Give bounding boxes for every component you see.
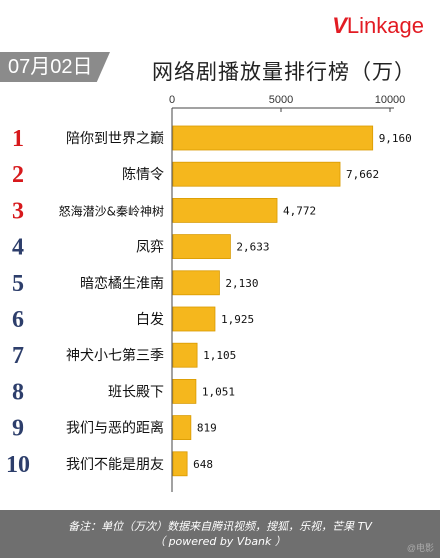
ranking-bar-chart: 0 5000 10000 1 陪你到世界之巅 9,160 2 陈情令 7,662 3 怒海潜沙&秦岭… — [6, 94, 412, 492]
bar — [172, 270, 220, 296]
rank-number: 7 — [12, 343, 24, 369]
bar — [172, 234, 231, 260]
bar — [172, 161, 341, 187]
category-label: 白发 — [136, 312, 164, 328]
rank-number: 10 — [6, 452, 30, 478]
watermark: @电影 — [406, 543, 434, 553]
value-label: 1,051 — [202, 385, 235, 398]
value-label: 2,130 — [225, 277, 258, 290]
logo-v: V — [332, 13, 347, 38]
footer-line-1: 备注：单位（万次）数据来自腾讯视频，搜狐，乐视，芒果 TV — [68, 520, 372, 533]
bar — [172, 198, 278, 223]
date-badge: 07月02日 — [0, 52, 110, 82]
bar — [172, 415, 192, 441]
rank-number: 4 — [12, 235, 24, 261]
value-label: 4,772 — [283, 204, 316, 217]
bar — [172, 451, 188, 477]
footer-note: 备注：单位（万次）数据来自腾讯视频，搜狐，乐视，芒果 TV （ powered … — [0, 510, 440, 558]
value-label: 7,662 — [346, 168, 379, 181]
value-label: 2,633 — [236, 241, 269, 254]
category-label: 怒海潜沙&秦岭神树 — [59, 203, 164, 218]
category-label: 陈情令 — [122, 166, 164, 183]
bar — [172, 306, 216, 332]
rank-number: 6 — [12, 307, 24, 333]
bar — [172, 378, 197, 404]
rank-number: 1 — [12, 126, 24, 152]
rank-number: 9 — [12, 416, 24, 442]
rank-number: 2 — [12, 162, 24, 188]
category-label: 我们不能是朋友 — [66, 457, 164, 473]
vlinkage-logo: VLinkage — [332, 14, 424, 38]
bar — [172, 125, 374, 151]
category-label: 班长殿下 — [108, 384, 164, 400]
category-label: 陪你到世界之巅 — [66, 131, 164, 147]
value-label: 648 — [193, 458, 213, 471]
rank-number: 5 — [12, 271, 24, 297]
value-label: 9,160 — [379, 132, 412, 145]
category-label: 神犬小七第三季 — [66, 347, 164, 364]
rank-number: 3 — [12, 198, 24, 224]
category-label: 凤弈 — [136, 240, 164, 256]
value-label: 1,105 — [203, 349, 236, 362]
value-label: 819 — [197, 422, 217, 435]
x-tick-label: 0 — [169, 94, 175, 106]
footer-line-2: （ powered by Vbank ） — [154, 535, 286, 548]
logo-text: Linkage — [346, 13, 424, 38]
bar — [172, 342, 198, 368]
category-label: 我们与恶的距离 — [66, 420, 164, 437]
category-label: 暗恋橘生淮南 — [80, 275, 164, 292]
rank-number: 8 — [12, 379, 24, 405]
x-tick-label: 5000 — [269, 94, 293, 106]
chart-title: 网络剧播放量排行榜（万） — [152, 60, 416, 84]
value-label: 1,925 — [221, 313, 254, 326]
x-tick-label: 10000 — [375, 94, 406, 106]
